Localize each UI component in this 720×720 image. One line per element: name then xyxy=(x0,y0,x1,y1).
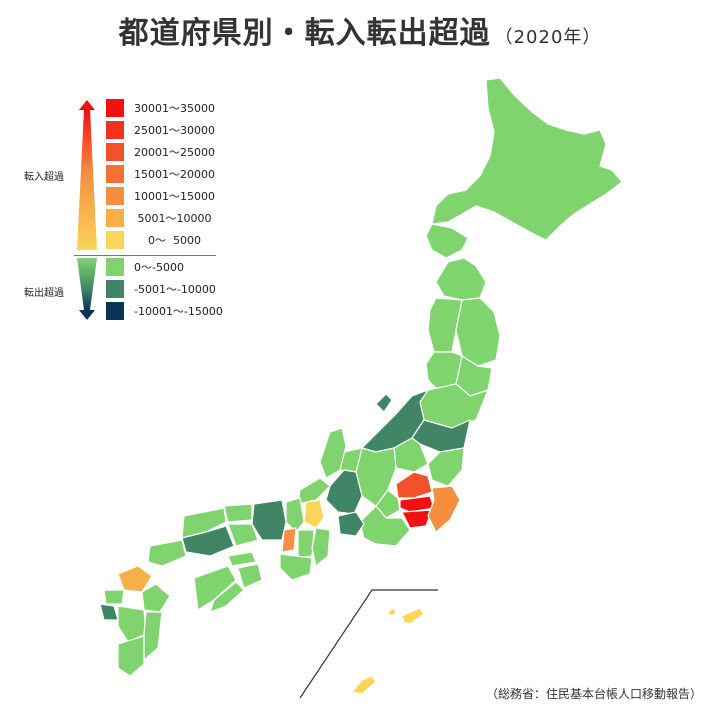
pref-saga[interactable] xyxy=(103,589,125,605)
legend-swatch xyxy=(106,258,124,276)
pref-ibaraki[interactable] xyxy=(427,447,465,487)
legend-swatch xyxy=(106,187,124,205)
legend-label: 20001〜25000 xyxy=(134,146,215,159)
pref-hokkaido-south xyxy=(425,223,469,259)
pref-osaka[interactable] xyxy=(281,527,297,553)
legend: 転入超過 転出超過 30001〜35000 25001〜30000 20001〜… xyxy=(0,0,240,330)
pref-mie[interactable] xyxy=(311,527,331,567)
legend-item-out-1: 0〜-5000 xyxy=(106,258,184,276)
pref-fukui[interactable] xyxy=(297,477,331,505)
title-year: （2020年） xyxy=(494,27,602,48)
legend-swatch xyxy=(106,280,124,298)
pref-kanagawa[interactable] xyxy=(401,509,433,529)
legend-item-out-2: -5001〜-10000 xyxy=(106,280,216,298)
source-note: （総務省：住民基本台帳人口移動報告） xyxy=(485,687,702,701)
pref-shizuoka[interactable] xyxy=(359,505,411,547)
pref-ehime[interactable] xyxy=(193,565,237,611)
legend-item-in-2: 25001〜30000 xyxy=(106,121,215,139)
in-side-label: 転入超過 xyxy=(24,172,64,183)
legend-label: 10001〜15000 xyxy=(134,190,215,203)
pref-gifu[interactable] xyxy=(325,469,363,515)
pref-chiba[interactable] xyxy=(427,485,461,533)
legend-label: 0〜-5000 xyxy=(134,261,184,274)
legend-swatch xyxy=(106,165,124,183)
legend-swatch xyxy=(106,99,124,117)
legend-swatch xyxy=(106,302,124,320)
legend-swatch xyxy=(106,143,124,161)
legend-item-in-7: 0〜 5000 xyxy=(106,231,201,249)
pref-hiroshima[interactable] xyxy=(181,525,235,557)
pref-okinawa-islet xyxy=(387,607,397,617)
legend-item-in-4: 15001〜20000 xyxy=(106,165,215,183)
pref-aomori[interactable] xyxy=(435,257,487,301)
legend-swatch xyxy=(106,231,124,249)
legend-divider xyxy=(74,255,216,256)
pref-kochi[interactable] xyxy=(209,581,245,613)
pref-shimane[interactable] xyxy=(181,507,227,539)
pref-kyoto[interactable] xyxy=(285,497,305,533)
pref-nagasaki[interactable] xyxy=(99,603,119,621)
out-side-label: 転出超過 xyxy=(24,288,64,299)
pref-kagawa[interactable] xyxy=(227,551,257,567)
legend-label: 0〜 5000 xyxy=(134,234,201,247)
pref-kagoshima[interactable] xyxy=(117,635,145,677)
page-title: 都道府県別・転入転出超過 （2020年） xyxy=(0,8,720,52)
in-arrow-body xyxy=(77,110,97,250)
pref-saitama[interactable] xyxy=(395,471,433,499)
legend-label: -5001〜-10000 xyxy=(134,283,216,296)
pref-shiga[interactable] xyxy=(303,499,325,529)
pref-tokushima[interactable] xyxy=(237,563,263,589)
pref-okayama[interactable] xyxy=(227,523,259,547)
legend-item-in-3: 20001〜25000 xyxy=(106,143,215,161)
legend-label: 15001〜20000 xyxy=(134,168,215,181)
pref-okinawa-main[interactable] xyxy=(401,607,425,625)
legend-item-in-1: 30001〜35000 xyxy=(106,99,215,117)
pref-tottori[interactable] xyxy=(223,503,253,523)
legend-arrows xyxy=(77,100,97,320)
legend-swatch xyxy=(106,121,124,139)
pref-okinawa-sakishima xyxy=(351,675,377,695)
pref-iwate[interactable] xyxy=(455,297,501,367)
pref-ishikawa[interactable] xyxy=(319,427,347,479)
title-text: 都道府県別・転入転出超過 xyxy=(118,16,491,51)
legend-label: 5001〜10000 xyxy=(134,212,212,225)
pref-hyogo[interactable] xyxy=(251,499,287,541)
out-arrow-body xyxy=(77,258,97,310)
legend-item-in-5: 10001〜15000 xyxy=(106,187,215,205)
okinawa-inset-border xyxy=(299,589,438,699)
pref-yamaguchi[interactable] xyxy=(147,539,187,567)
legend-item-out-3: -10001〜-15000 xyxy=(106,302,223,320)
legend-label: 30001〜35000 xyxy=(134,102,215,115)
pref-nara[interactable] xyxy=(297,529,315,559)
pref-fukuoka[interactable] xyxy=(117,565,153,593)
pref-wakayama[interactable] xyxy=(279,553,313,581)
pref-aichi[interactable] xyxy=(337,511,365,537)
pref-hokkaido[interactable] xyxy=(431,77,623,241)
pref-akita[interactable] xyxy=(427,297,463,353)
in-arrow-head xyxy=(79,100,95,110)
out-arrow-head xyxy=(79,310,95,320)
pref-sado xyxy=(375,393,393,413)
legend-swatch xyxy=(106,209,124,227)
legend-item-in-6: 5001〜10000 xyxy=(106,209,211,227)
legend-label: -10001〜-15000 xyxy=(134,305,223,318)
legend-label: 25001〜30000 xyxy=(134,124,215,137)
pref-miyazaki[interactable] xyxy=(143,611,163,661)
pref-oita[interactable] xyxy=(141,583,171,613)
